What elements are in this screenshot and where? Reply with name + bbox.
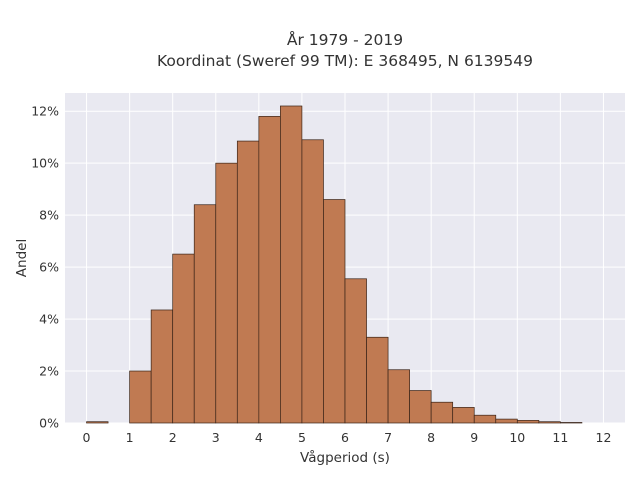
histogram-bar <box>301 139 324 424</box>
x-tick-label: 4 <box>255 430 263 445</box>
histogram-bar <box>409 390 432 424</box>
chart-subtitle: Koordinat (Sweref 99 TM): E 368495, N 61… <box>157 52 533 70</box>
histogram-bars <box>86 105 583 424</box>
histogram-bar <box>280 105 303 424</box>
histogram-bar <box>387 369 410 424</box>
x-tick-label: 8 <box>427 430 435 445</box>
histogram-bar <box>193 204 217 424</box>
y-tick-label: 12% <box>31 104 59 119</box>
y-tick-label: 10% <box>31 156 59 171</box>
x-tick-label: 11 <box>552 430 568 445</box>
histogram-bar <box>86 421 109 424</box>
x-axis-label: Vågperiod (s) <box>300 449 390 466</box>
histogram-bar <box>215 162 238 424</box>
y-tick-label: 0% <box>39 416 59 431</box>
x-tick-label: 0 <box>83 430 91 445</box>
x-tick-label: 6 <box>341 430 349 445</box>
histogram-bar <box>516 420 540 424</box>
x-tick-label: 3 <box>212 430 220 445</box>
histogram-bar <box>495 418 518 424</box>
y-axis-ticks: 0% 2% 4% 6% 8% 10% 12% <box>31 104 59 431</box>
histogram-bar <box>150 309 174 424</box>
chart-title: År 1979 - 2019 <box>287 30 403 49</box>
x-tick-label: 10 <box>509 430 525 445</box>
x-axis-ticks: 0 1 2 3 4 5 6 7 8 9 10 11 12 <box>83 430 612 445</box>
x-tick-label: 9 <box>470 430 478 445</box>
x-tick-label: 5 <box>298 430 306 445</box>
histogram-bar <box>236 140 260 424</box>
x-tick-label: 12 <box>596 430 612 445</box>
histogram-bar <box>129 370 152 424</box>
x-tick-label: 1 <box>126 430 134 445</box>
histogram-bar <box>430 401 454 424</box>
histogram-bar <box>258 116 281 424</box>
histogram-bar <box>473 414 497 424</box>
x-tick-label: 7 <box>384 430 392 445</box>
x-tick-label: 2 <box>169 430 177 445</box>
histogram-bar <box>560 422 583 424</box>
y-tick-label: 6% <box>39 260 59 275</box>
histogram-bar <box>323 199 346 424</box>
histogram-bar <box>452 407 475 424</box>
y-tick-label: 4% <box>39 312 59 327</box>
y-tick-label: 8% <box>39 208 59 223</box>
y-axis-label: Andel <box>14 239 30 277</box>
histogram-bar <box>344 278 367 424</box>
histogram-bar <box>172 253 195 424</box>
histogram-bar <box>538 421 561 424</box>
y-tick-label: 2% <box>39 364 59 379</box>
histogram-bar <box>366 336 389 424</box>
